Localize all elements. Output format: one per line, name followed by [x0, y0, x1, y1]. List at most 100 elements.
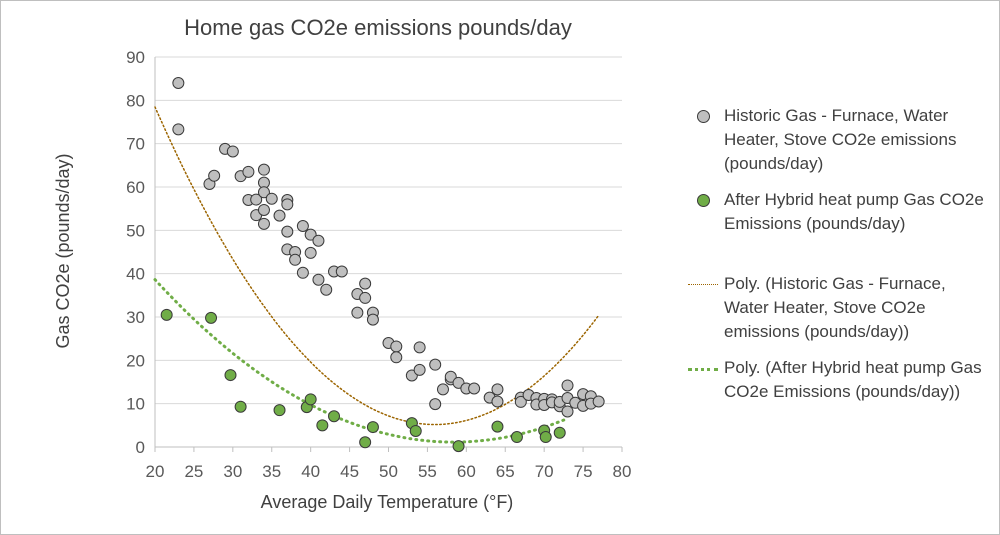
x-tick-label: 55 [418, 462, 437, 481]
data-point-historic[interactable] [273, 209, 286, 222]
x-tick-label: 20 [146, 462, 165, 481]
legend-item-historic-trend[interactable]: Poly. (Historic Gas - Furnace, Water Hea… [688, 272, 993, 344]
trendline-3 [153, 278, 569, 444]
x-tick-label: 60 [457, 462, 476, 481]
data-point-hybrid[interactable] [328, 410, 341, 423]
data-point-hybrid[interactable] [553, 426, 566, 439]
legend-marker-hybrid-trend [688, 368, 718, 371]
data-point-historic[interactable] [436, 383, 449, 396]
data-points [160, 77, 605, 453]
data-point-historic[interactable] [257, 163, 270, 176]
data-point-historic[interactable] [366, 313, 379, 326]
data-point-hybrid[interactable] [273, 404, 286, 417]
data-point-historic[interactable] [289, 253, 302, 266]
legend-label-hybrid: After Hybrid heat pump Gas CO2e Emission… [724, 190, 984, 233]
data-point-hybrid[interactable] [160, 308, 173, 321]
y-tick-label: 20 [126, 351, 145, 370]
legend-item-historic[interactable]: Historic Gas - Furnace, Water Heater, St… [688, 104, 993, 176]
data-point-historic[interactable] [561, 379, 574, 392]
legend: Historic Gas - Furnace, Water Heater, St… [688, 104, 993, 428]
data-point-historic[interactable] [242, 165, 255, 178]
x-tick-label: 70 [535, 462, 554, 481]
data-point-hybrid[interactable] [304, 393, 317, 406]
data-point-historic[interactable] [304, 246, 317, 259]
data-point-historic[interactable] [312, 234, 325, 247]
y-tick-label: 60 [126, 178, 145, 197]
legend-label-historic: Historic Gas - Furnace, Water Heater, St… [724, 106, 957, 173]
y-tick-label: 70 [126, 135, 145, 154]
data-point-hybrid[interactable] [234, 400, 247, 413]
data-point-historic[interactable] [491, 395, 504, 408]
x-tick-label: 50 [379, 462, 398, 481]
data-point-historic[interactable] [444, 370, 457, 383]
data-point-historic[interactable] [390, 340, 403, 353]
data-point-historic[interactable] [312, 273, 325, 286]
legend-item-hybrid[interactable]: After Hybrid heat pump Gas CO2e Emission… [688, 188, 993, 236]
x-tick-label: 65 [496, 462, 515, 481]
data-point-hybrid[interactable] [491, 420, 504, 433]
data-point-hybrid[interactable] [316, 419, 329, 432]
data-point-historic[interactable] [281, 198, 294, 211]
x-tick-label: 35 [262, 462, 281, 481]
chart-title: Home gas CO2e emissions pounds/day [184, 15, 572, 40]
data-point-hybrid[interactable] [224, 369, 237, 382]
data-point-historic[interactable] [296, 266, 309, 279]
legend-marker-hybrid [697, 194, 710, 207]
data-point-historic[interactable] [592, 395, 605, 408]
data-point-historic[interactable] [359, 291, 372, 304]
y-tick-label: 90 [126, 48, 145, 67]
data-point-historic[interactable] [390, 351, 403, 364]
data-point-historic[interactable] [172, 77, 185, 89]
x-tick-label: 80 [613, 462, 632, 481]
y-tick-label: 40 [126, 265, 145, 284]
gridlines [155, 56, 622, 448]
data-point-historic[interactable] [359, 277, 372, 290]
data-point-hybrid[interactable] [409, 424, 422, 437]
data-point-historic[interactable] [296, 220, 309, 232]
data-point-historic[interactable] [335, 265, 348, 278]
data-point-historic[interactable] [281, 225, 294, 238]
data-point-historic[interactable] [226, 145, 239, 158]
data-point-historic[interactable] [172, 123, 185, 136]
x-tick-label: 40 [301, 462, 320, 481]
y-axis-title: Gas CO2e (pounds/day) [53, 153, 73, 348]
data-point-historic[interactable] [413, 363, 426, 376]
data-point-hybrid[interactable] [510, 431, 523, 444]
x-tick-label: 30 [223, 462, 242, 481]
data-point-historic[interactable] [491, 383, 504, 396]
data-point-historic[interactable] [257, 217, 270, 230]
y-tick-label: 10 [126, 395, 145, 414]
data-point-historic[interactable] [413, 341, 426, 354]
data-point-hybrid[interactable] [366, 421, 379, 434]
data-point-hybrid[interactable] [452, 440, 465, 453]
data-point-historic[interactable] [429, 398, 442, 411]
data-point-historic[interactable] [257, 186, 270, 199]
y-tick-label: 50 [126, 221, 145, 240]
legend-marker-historic-trend [688, 284, 718, 285]
legend-label-historic-trend: Poly. (Historic Gas - Furnace, Water Hea… [724, 274, 946, 341]
data-point-hybrid[interactable] [205, 311, 218, 324]
legend-label-hybrid-trend: Poly. (After Hybrid heat pump Gas CO2e E… [724, 358, 982, 401]
data-point-historic[interactable] [304, 228, 317, 241]
data-point-historic[interactable] [320, 283, 333, 296]
legend-item-hybrid-trend[interactable]: Poly. (After Hybrid heat pump Gas CO2e E… [688, 356, 993, 428]
data-point-historic[interactable] [265, 192, 278, 205]
trendline-2 [154, 106, 600, 426]
data-point-hybrid[interactable] [539, 431, 552, 444]
y-tick-label: 0 [136, 438, 145, 457]
axes: 0 10 20 30 40 50 60 70 80 90 20 25 30 35 40 45 50 55 60 65 7… [126, 48, 631, 481]
y-tick-label: 30 [126, 308, 145, 327]
data-point-historic[interactable] [429, 358, 442, 371]
legend-marker-historic [697, 110, 710, 123]
data-point-historic[interactable] [351, 306, 364, 319]
data-point-historic[interactable] [514, 395, 527, 408]
data-point-historic[interactable] [257, 203, 270, 216]
y-tick-label: 80 [126, 91, 145, 110]
data-point-hybrid[interactable] [359, 436, 372, 449]
x-axis-title: Average Daily Temperature (°F) [261, 492, 514, 512]
data-point-historic[interactable] [250, 193, 263, 206]
data-point-historic[interactable] [468, 382, 481, 395]
data-point-historic[interactable] [561, 405, 574, 418]
data-point-historic[interactable] [208, 169, 221, 182]
